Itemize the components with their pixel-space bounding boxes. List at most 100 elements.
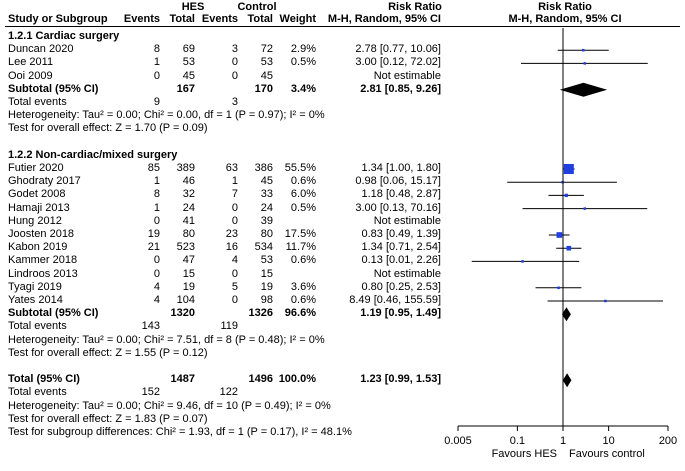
events-control: 1: [231, 175, 238, 188]
note-label: Heterogeneity: Tau² = 0.00; Chi² = 9.46,…: [8, 399, 331, 412]
group-label: 1.2.2 Non-cardiac/mixed surgery: [8, 148, 178, 161]
total-control: 39: [260, 214, 273, 227]
header-method-right: M-H, Random, 95% CI: [508, 13, 622, 25]
group-label: 1.2.1 Cardiac surgery: [8, 30, 120, 42]
total-hes: 523: [176, 241, 195, 254]
pooled-diamond: [561, 307, 571, 322]
events-hes: 152: [141, 386, 160, 399]
effect-square: [557, 286, 560, 290]
events-control: 122: [219, 386, 238, 399]
effect-square: [563, 163, 574, 175]
ci-value: Not estimable: [373, 267, 441, 280]
note-label: Test for subgroup differences: Chi² = 1.…: [8, 426, 352, 438]
total-control: 24: [260, 201, 273, 214]
events-label: Total events: [8, 386, 67, 399]
header-events-hes: Events: [123, 13, 160, 25]
ci-value: 1.18 [0.48, 2.87]: [361, 188, 441, 201]
favours-control-label: Favours control: [569, 448, 645, 460]
header-rule: [5, 26, 680, 27]
events-hes: 4: [153, 294, 160, 306]
ci-value: 1.34 [1.00, 1.80]: [361, 162, 441, 174]
effect-square: [583, 207, 587, 210]
ci-value: 0.80 [0.25, 2.53]: [361, 280, 441, 293]
header-method-left: M-H, Random, 95% CI: [327, 13, 441, 25]
weight-value: 0.6%: [290, 294, 316, 306]
events-control: 16: [225, 241, 238, 254]
study-label: Hung 2012: [8, 214, 62, 227]
weight-value: 2.9%: [290, 43, 316, 56]
events-label: Total events: [8, 320, 67, 333]
events-control: 0: [231, 201, 238, 214]
total-hes: 19: [182, 280, 195, 293]
x-tick-label: 0.1: [510, 435, 525, 447]
total-control: 45: [260, 175, 273, 188]
events-hes: 8: [153, 188, 160, 201]
ci-value: 2.78 [0.77, 10.06]: [355, 43, 441, 56]
events-control: 3: [231, 43, 238, 56]
total-hes: 46: [182, 175, 195, 188]
total-hes: 47: [182, 254, 195, 267]
events-control: 0: [231, 69, 238, 82]
events-control: 3: [231, 96, 238, 108]
events-hes: 143: [141, 320, 160, 333]
total-control: 80: [260, 228, 273, 240]
study-label: Yates 2014: [8, 294, 63, 306]
total-hes: 1320: [170, 307, 195, 320]
ci-value: 0.13 [0.01, 2.26]: [361, 254, 441, 267]
events-hes: 85: [147, 162, 160, 174]
x-tick-label: 0.005: [444, 435, 472, 447]
total-control: 1496: [248, 373, 273, 386]
total-hes: 167: [176, 82, 195, 95]
events-label: Total events: [8, 96, 67, 108]
total-control: 53: [260, 254, 273, 267]
x-tick-label: 1: [560, 435, 566, 447]
study-label: Kammer 2018: [8, 254, 78, 267]
study-label: Duncan 2020: [8, 43, 74, 56]
events-hes: 0: [153, 267, 160, 280]
weight-value: 11.7%: [285, 241, 316, 254]
events-hes: 0: [153, 214, 160, 227]
pooled-diamond: [559, 82, 608, 97]
effect-square: [521, 260, 524, 263]
total-control: 45: [260, 69, 273, 82]
ci-value: 8.49 [0.46, 155.59]: [349, 294, 441, 306]
header-weight: Weight: [279, 13, 316, 25]
weight-value: 3.6%: [290, 280, 316, 293]
header-events-control: Events: [201, 13, 238, 25]
events-hes: 4: [153, 280, 160, 293]
header-risk-ratio-right: Risk Ratio: [538, 1, 592, 13]
total-label: Total (95% CI): [8, 373, 80, 386]
study-label: Ghodraty 2017: [8, 175, 81, 188]
events-hes: 0: [153, 69, 160, 82]
total-hes: 69: [182, 43, 195, 56]
total-hes: 45: [182, 69, 195, 82]
events-control: 23: [225, 228, 238, 240]
effect-square: [566, 245, 572, 251]
study-label: Joosten 2018: [8, 228, 75, 240]
total-hes: 32: [182, 188, 195, 201]
events-control: 119: [220, 320, 238, 333]
weight-value: 96.6%: [284, 307, 316, 320]
weight-value: 0.5%: [290, 201, 316, 214]
events-control: 0: [231, 267, 238, 280]
events-hes: 8: [153, 43, 160, 56]
subtotal-label: Subtotal (95% CI): [8, 82, 99, 95]
total-control: 386: [254, 162, 273, 174]
events-hes: 19: [147, 228, 160, 240]
header-total-control: Total: [247, 13, 273, 25]
ci-value: 0.98 [0.06, 15.17]: [355, 175, 441, 188]
header-hes: HES: [181, 1, 205, 13]
total-hes: 1487: [170, 373, 195, 386]
effect-square: [556, 232, 563, 238]
x-tick-label: 10: [603, 435, 615, 447]
total-control: 170: [254, 82, 273, 95]
study-label: Futier 2020: [8, 162, 64, 174]
weight-value: 0.5%: [290, 56, 316, 69]
study-label: Godet 2008: [8, 188, 66, 201]
note-label: Test for overall effect: Z = 1.70 (P = 0…: [8, 122, 208, 135]
header-risk-ratio-left: Risk Ratio: [388, 1, 442, 13]
events-control: 0: [231, 214, 238, 227]
events-hes: 9: [153, 96, 160, 108]
note-label: Heterogeneity: Tau² = 0.00; Chi² = 7.51,…: [8, 333, 325, 346]
